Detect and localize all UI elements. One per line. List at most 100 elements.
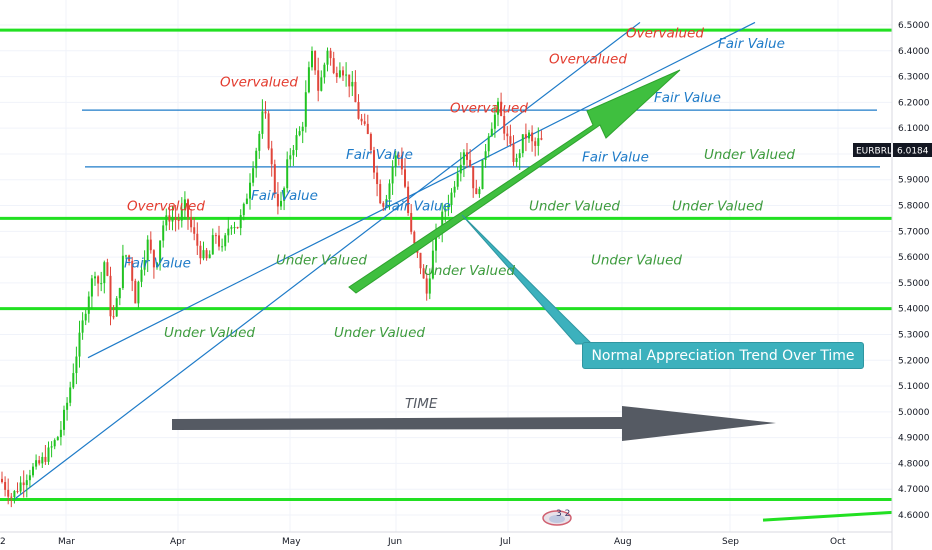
candle-body (87, 296, 90, 314)
candle-body (41, 456, 44, 464)
x-tick-label: Jul (499, 537, 511, 547)
candle-body (199, 245, 202, 259)
candle-body (528, 132, 530, 139)
candle-body (90, 278, 93, 297)
candle-body (196, 233, 199, 246)
y-tick-label: 5.1000 (898, 382, 930, 392)
candle-body (109, 275, 112, 317)
candle-body (63, 409, 65, 430)
y-tick-label: 6.5000 (898, 21, 930, 31)
candle-body (537, 138, 540, 146)
candle-body (211, 235, 214, 255)
candle-body (50, 446, 53, 448)
candle-body (115, 298, 118, 317)
candle-body (28, 475, 31, 481)
candle-body (276, 193, 279, 207)
candle-body (506, 133, 509, 137)
x-tick-label: May (282, 537, 301, 547)
candle-body (72, 373, 75, 388)
candle-body (94, 276, 96, 279)
x-tick-label: 2 (0, 537, 6, 547)
candle-body (252, 168, 255, 183)
candle-body (481, 159, 484, 190)
candle-body (509, 136, 512, 144)
candle-body (143, 260, 146, 270)
candle-body (345, 74, 348, 76)
candle-body (103, 262, 106, 284)
candle-body (131, 260, 134, 281)
zone-label: Under Valued (591, 253, 682, 269)
candle-body (385, 199, 388, 207)
watermark-logo: 3 2 (542, 509, 572, 526)
trend-line (87, 21, 756, 359)
candle-body (447, 205, 450, 209)
chart-background (0, 0, 892, 532)
candle-body (236, 227, 239, 229)
y-tick-label: 4.6000 (898, 511, 930, 521)
candle-body (428, 278, 431, 294)
candle-body (245, 198, 248, 204)
zone-label: Fair Value (582, 150, 649, 166)
candle-body (329, 50, 332, 59)
zone-label: Fair Value (346, 147, 413, 163)
candle-body (156, 262, 158, 268)
candle-body (230, 227, 233, 229)
y-tick-label: 5.2000 (898, 356, 930, 366)
y-tick-label: 4.7000 (898, 485, 930, 495)
zone-label: Overvalued (450, 101, 528, 117)
candle-body (7, 489, 10, 497)
grid-lines (0, 0, 892, 532)
candle-body (431, 250, 434, 279)
candle-body (162, 225, 165, 241)
x-tick-label: Sep (722, 537, 739, 547)
candle-body (149, 239, 152, 251)
x-tick-label: Oct (830, 537, 846, 547)
candle-body (422, 268, 425, 279)
candle-body (81, 320, 84, 333)
candle-body (205, 250, 208, 259)
candle-body (47, 447, 50, 462)
candle-body (354, 81, 357, 103)
candle-body (137, 281, 140, 304)
last-price-tag: 6.0184 (893, 143, 932, 157)
candle-body (531, 132, 534, 142)
candle-body (462, 152, 465, 165)
time-arrow (172, 406, 776, 441)
zone-label: Under Valued (672, 199, 763, 215)
candle-body (134, 280, 137, 304)
candle-body (53, 440, 56, 447)
candle-body (267, 113, 270, 149)
candle-body (270, 148, 273, 165)
x-tick-label: Apr (170, 537, 186, 547)
candle-body (227, 228, 230, 236)
y-tick-label: 5.6000 (898, 253, 930, 263)
candle-body (348, 74, 351, 87)
candle-body (450, 192, 453, 206)
candle-body (363, 121, 366, 124)
time-label: TIME (405, 396, 438, 412)
candle-body (518, 153, 521, 159)
y-tick-label: 5.7000 (898, 227, 930, 237)
zone-label: Under Valued (276, 253, 367, 269)
candle-body (56, 437, 59, 441)
candle-body (314, 50, 317, 71)
candle-body (140, 269, 143, 282)
y-tick-label: 6.4000 (898, 47, 930, 57)
candle-body (121, 255, 124, 289)
candle-body (388, 183, 391, 200)
x-tick-label: Aug (614, 537, 632, 547)
candle-body (456, 173, 459, 187)
candle-body (400, 155, 403, 170)
symbol-tag: EURBRL (853, 143, 892, 157)
y-tick-label: 4.9000 (898, 434, 930, 444)
trend-line (762, 510, 893, 522)
candle-body (1, 478, 3, 483)
candle-body (264, 111, 267, 114)
y-tick-label: 6.3000 (898, 73, 930, 83)
zone-label: Overvalued (220, 75, 298, 91)
candle-body (177, 219, 180, 221)
candle-body (484, 151, 487, 160)
candle-body (261, 111, 264, 134)
candle-body (379, 184, 382, 204)
y-tick-label: 6.1000 (898, 124, 930, 134)
